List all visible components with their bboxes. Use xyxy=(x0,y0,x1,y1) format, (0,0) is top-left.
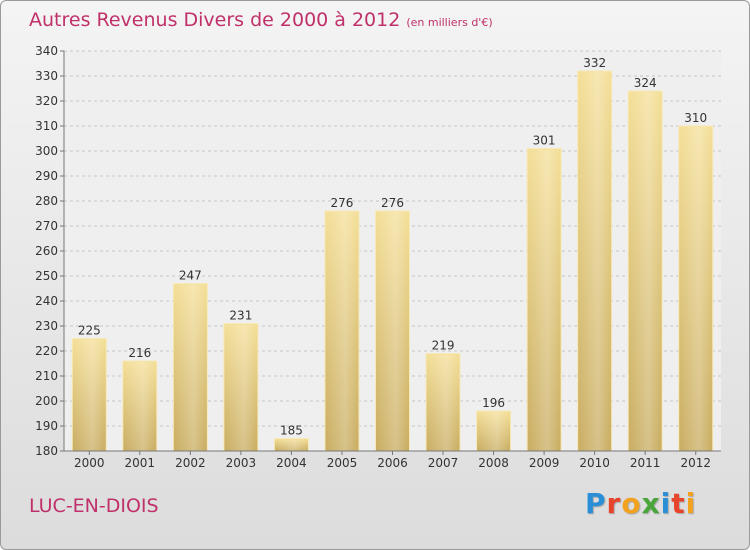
logo-letter: P xyxy=(585,487,607,520)
x-tick-label: 2012 xyxy=(680,456,711,470)
bars: 225 216 247 231 185 276 276 219 196 301 332 324 310 xyxy=(71,56,714,452)
y-tick-label: 200 xyxy=(35,394,58,408)
bar-value-label: 324 xyxy=(634,76,657,90)
bar-highlight xyxy=(477,412,510,451)
logo-letter: o xyxy=(621,487,642,520)
x-tick-label: 2002 xyxy=(175,456,206,470)
y-tick-label: 230 xyxy=(35,319,58,333)
bar-highlight xyxy=(224,324,257,451)
chart-title-text: Autres Revenus Divers de 2000 à 2012 xyxy=(29,9,401,31)
x-tick-label: 2010 xyxy=(579,456,610,470)
proxiti-logo: Proxiti xyxy=(585,487,696,520)
x-tick-label: 2001 xyxy=(125,456,156,470)
bar-highlight xyxy=(325,212,358,451)
place-name: LUC-EN-DIOIS xyxy=(29,495,159,517)
bar-highlight xyxy=(275,439,308,451)
x-tick-label: 2000 xyxy=(74,456,105,470)
y-tick-label: 310 xyxy=(35,119,58,133)
y-tick-label: 330 xyxy=(35,69,58,83)
bar-highlight xyxy=(376,212,409,451)
y-tick-label: 250 xyxy=(35,269,58,283)
x-tick-label: 2007 xyxy=(428,456,459,470)
bar-value-label: 196 xyxy=(482,396,505,410)
chart-title: Autres Revenus Divers de 2000 à 2012 (en … xyxy=(29,9,493,31)
y-tick-label: 270 xyxy=(35,219,58,233)
bar-value-label: 276 xyxy=(331,196,354,210)
y-tick-label: 210 xyxy=(35,369,58,383)
y-tick-label: 300 xyxy=(35,144,58,158)
bar-value-label: 332 xyxy=(583,56,606,70)
bar-value-label: 276 xyxy=(381,196,404,210)
bar-highlight xyxy=(578,72,611,451)
bar-value-label: 216 xyxy=(128,346,151,360)
bar-value-label: 225 xyxy=(78,324,101,338)
y-tick-label: 290 xyxy=(35,169,58,183)
y-tick-label: 280 xyxy=(35,194,58,208)
bar-highlight xyxy=(174,284,207,451)
x-axis: 2000 2001 2002 2003 2004 2005 2006 2007 2008 2009… xyxy=(64,450,721,470)
x-tick-label: 2005 xyxy=(327,456,358,470)
x-tick-label: 2009 xyxy=(529,456,560,470)
bar-highlight xyxy=(73,339,106,451)
chart-unit: (en milliers d'€) xyxy=(406,16,493,29)
x-tick-label: 2011 xyxy=(630,456,661,470)
bar-value-label: 185 xyxy=(280,424,303,438)
x-tick-label: 2008 xyxy=(478,456,509,470)
y-axis: 180 190 200 210 220 230 240 250 260 270 280 290 300 3… xyxy=(35,44,65,458)
bar-value-label: 310 xyxy=(684,111,707,125)
bar-value-label: 219 xyxy=(432,339,455,353)
y-tick-label: 190 xyxy=(35,419,58,433)
logo-letter: x xyxy=(641,487,661,520)
logo-letter: i xyxy=(660,487,672,520)
y-tick-label: 220 xyxy=(35,344,58,358)
bar-highlight xyxy=(629,92,662,451)
x-tick-label: 2004 xyxy=(276,456,307,470)
y-tick-label: 180 xyxy=(35,444,58,458)
bar-highlight xyxy=(123,362,156,451)
logo-letter: t xyxy=(671,487,686,520)
x-tick-label: 2003 xyxy=(226,456,257,470)
y-tick-label: 260 xyxy=(35,244,58,258)
logo-letter: r xyxy=(606,487,622,520)
logo-letter: i xyxy=(685,487,697,520)
bar-highlight xyxy=(427,354,460,451)
y-tick-label: 240 xyxy=(35,294,58,308)
bar-value-label: 301 xyxy=(533,134,556,148)
x-tick-label: 2006 xyxy=(377,456,408,470)
bar-value-label: 231 xyxy=(229,309,252,323)
bar-value-label: 247 xyxy=(179,269,202,283)
y-tick-label: 340 xyxy=(35,44,58,58)
bar-highlight xyxy=(528,149,561,451)
bar-highlight xyxy=(679,127,712,451)
y-tick-label: 320 xyxy=(35,94,58,108)
